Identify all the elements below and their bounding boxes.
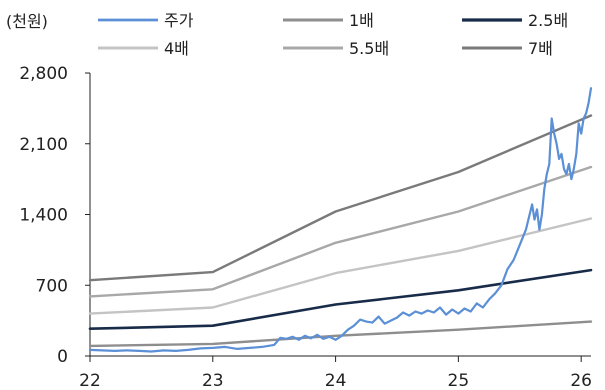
legend-label: 주가 (164, 11, 194, 30)
legend-label: 2.5배 (528, 11, 568, 30)
axes (89, 73, 591, 357)
series-line-band-1 (88, 320, 593, 348)
series-line-band-2 (88, 268, 593, 331)
series-line-band-4 (88, 165, 593, 298)
y-tick-label: 2,800 (19, 64, 68, 84)
series-line-band-3 (88, 217, 593, 315)
x-tick-label: 23 (202, 371, 224, 390)
legend: (천원) 주가 1배 2.5배 4배 5.5배 7배 (6, 11, 568, 58)
legend-label: 1배 (349, 11, 374, 30)
y-tick-label: 1,400 (19, 206, 68, 226)
legend-label: 5.5배 (349, 39, 389, 58)
x-tick-label: 26 (570, 371, 592, 390)
y-tick-label: 0 (57, 347, 68, 367)
x-tick-label: 25 (448, 371, 470, 390)
x-tick-label: 24 (325, 371, 347, 390)
tick-labels: 0 700 1,400 2,100 2,800 22 23 24 25 26 (19, 64, 592, 390)
y-tick-label: 2,100 (19, 135, 68, 155)
series-line-price (88, 87, 593, 353)
unit-label: (천원) (6, 12, 48, 31)
legend-label: 4배 (164, 39, 189, 58)
series-lines (88, 87, 593, 353)
y-tick-label: 700 (36, 276, 68, 296)
series-line-band-5 (88, 114, 593, 282)
legend-label: 7배 (528, 39, 553, 58)
x-tick-label: 22 (79, 371, 101, 390)
